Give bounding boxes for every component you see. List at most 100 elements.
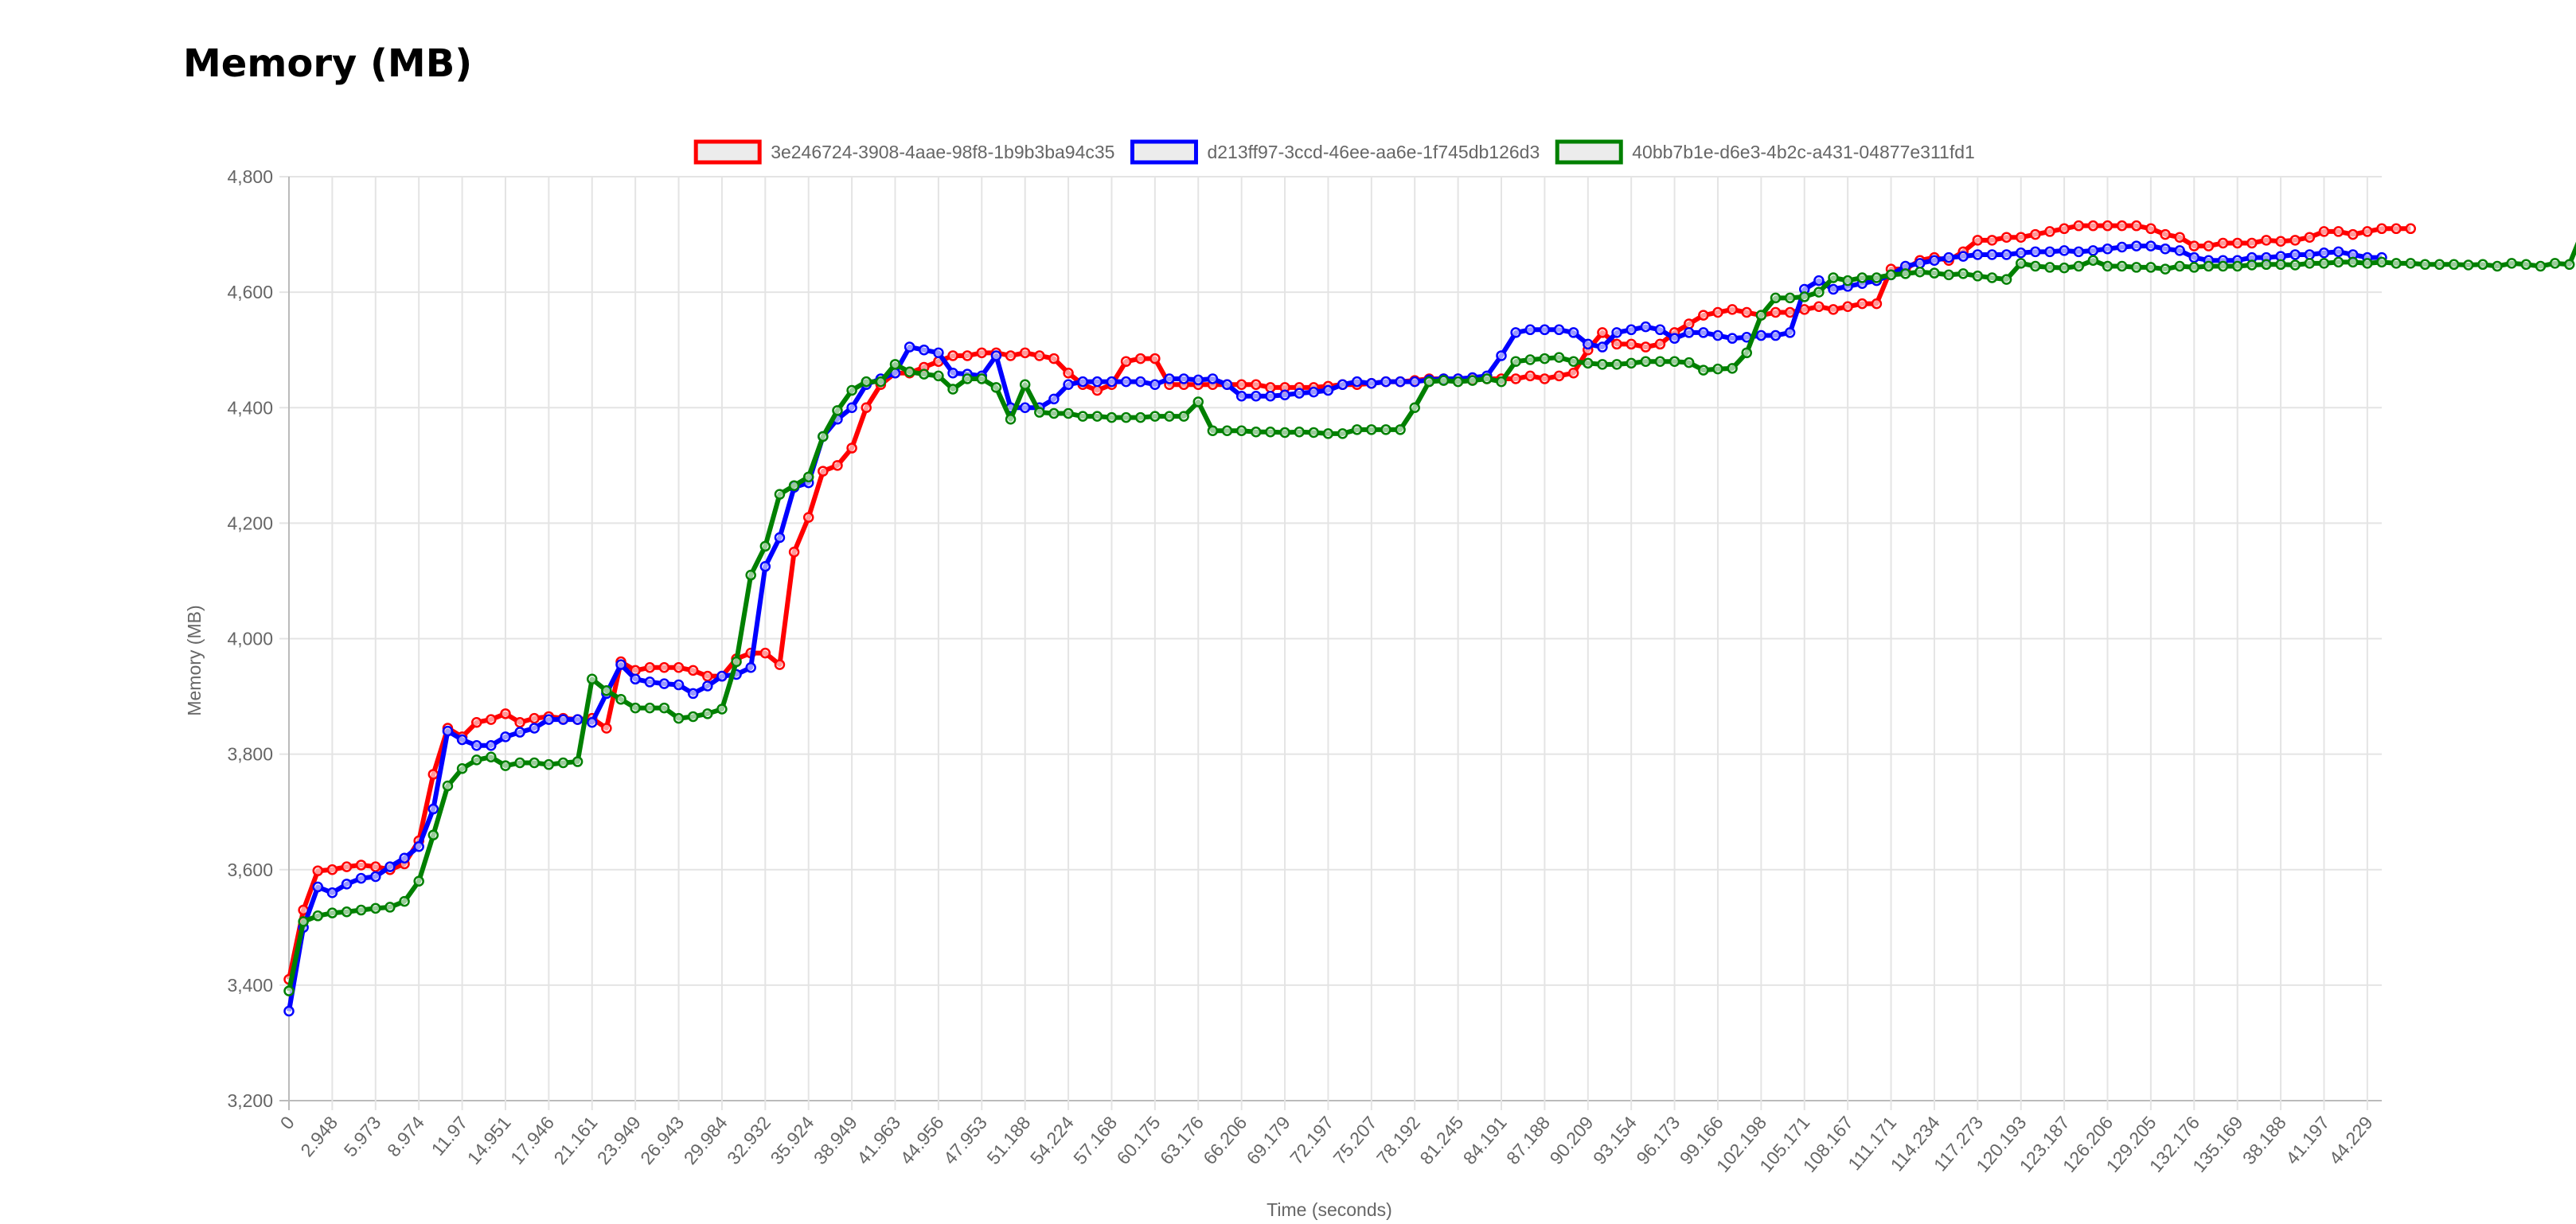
data-point bbox=[1626, 338, 1637, 350]
data-point bbox=[1755, 310, 1767, 321]
data-point bbox=[2044, 226, 2055, 237]
data-point bbox=[470, 754, 482, 766]
data-point bbox=[644, 676, 656, 688]
data-point bbox=[355, 860, 367, 871]
data-point bbox=[774, 532, 786, 544]
data-point bbox=[399, 852, 410, 863]
data-point bbox=[1597, 327, 1608, 338]
data-point bbox=[1120, 411, 1132, 423]
data-point bbox=[312, 910, 324, 922]
data-point bbox=[2563, 259, 2575, 271]
data-point bbox=[1741, 347, 1752, 359]
data-point bbox=[904, 366, 915, 378]
data-point bbox=[1510, 373, 1521, 384]
x-tick-label: 41.963 bbox=[853, 1113, 904, 1169]
x-tick-label: 38.949 bbox=[810, 1113, 861, 1169]
data-point bbox=[846, 442, 857, 454]
data-point bbox=[2145, 262, 2156, 273]
y-tick-label: 4,400 bbox=[227, 397, 273, 418]
x-tick-label: 32.932 bbox=[723, 1113, 775, 1169]
data-point bbox=[1986, 272, 1998, 283]
data-point bbox=[2203, 240, 2215, 251]
data-point bbox=[1597, 341, 1608, 353]
data-point bbox=[1091, 376, 1103, 388]
data-point bbox=[2289, 259, 2301, 271]
x-tick-label: 57.168 bbox=[1069, 1113, 1121, 1169]
data-point bbox=[702, 670, 713, 682]
data-point bbox=[2549, 258, 2561, 269]
data-point bbox=[1539, 373, 1551, 384]
data-point bbox=[630, 702, 641, 714]
legend: 3e246724-3908-4aae-98f8-1b9b3ba94c35 d213… bbox=[693, 139, 1975, 165]
data-point bbox=[687, 688, 699, 700]
data-point bbox=[1091, 384, 1103, 396]
data-point bbox=[1654, 356, 1666, 367]
data-point bbox=[529, 712, 540, 724]
data-point bbox=[1366, 424, 1377, 435]
data-point bbox=[1611, 359, 1622, 370]
data-point bbox=[2174, 245, 2185, 256]
data-point bbox=[990, 382, 1002, 393]
data-point bbox=[486, 751, 497, 763]
data-point bbox=[1813, 287, 1825, 298]
data-point bbox=[427, 769, 439, 780]
data-point bbox=[774, 659, 786, 670]
data-point bbox=[1409, 402, 1420, 413]
data-point bbox=[514, 727, 525, 738]
y-tick-label: 3,400 bbox=[227, 975, 273, 996]
x-tick-label: 63.176 bbox=[1156, 1113, 1208, 1169]
data-point bbox=[2376, 223, 2387, 235]
data-point bbox=[919, 344, 930, 356]
data-point bbox=[1972, 271, 1984, 282]
x-tick-label: 72.197 bbox=[1286, 1113, 1337, 1169]
data-point bbox=[2318, 226, 2330, 237]
data-point bbox=[1654, 338, 1666, 350]
data-point bbox=[2188, 262, 2200, 273]
data-point bbox=[514, 757, 525, 769]
data-point bbox=[1755, 329, 1767, 341]
data-point bbox=[2246, 237, 2258, 249]
data-point bbox=[1466, 375, 1478, 386]
data-point bbox=[500, 708, 511, 719]
data-point bbox=[2015, 248, 2027, 259]
data-point bbox=[788, 480, 800, 491]
data-point bbox=[1251, 379, 1262, 390]
data-point bbox=[2463, 259, 2474, 271]
data-point bbox=[774, 489, 786, 500]
data-point bbox=[1005, 414, 1017, 425]
data-point bbox=[2059, 262, 2070, 274]
x-tick-label: 26.943 bbox=[636, 1113, 688, 1169]
data-point bbox=[1149, 353, 1161, 364]
data-point bbox=[1727, 363, 1738, 374]
x-tick-label: 44.956 bbox=[896, 1113, 948, 1169]
data-point bbox=[673, 662, 685, 673]
x-tick-label: 14.951 bbox=[463, 1113, 515, 1169]
data-point bbox=[2087, 245, 2099, 256]
data-point bbox=[1770, 292, 1782, 304]
data-point bbox=[2174, 232, 2185, 243]
data-point bbox=[2304, 249, 2316, 260]
data-point bbox=[442, 725, 454, 737]
data-point bbox=[2506, 258, 2517, 269]
data-point bbox=[543, 714, 555, 725]
data-point bbox=[1019, 379, 1031, 390]
data-point bbox=[1683, 357, 1695, 368]
data-point bbox=[1106, 411, 1118, 423]
data-point bbox=[947, 350, 958, 361]
data-point bbox=[1235, 425, 1247, 437]
data-point bbox=[1683, 318, 1695, 329]
x-tick-label: 8.974 bbox=[383, 1112, 428, 1160]
data-point bbox=[2073, 220, 2084, 232]
data-point bbox=[2362, 258, 2373, 269]
data-point bbox=[341, 906, 353, 918]
x-tick-label: 21.161 bbox=[549, 1113, 601, 1169]
data-point bbox=[2073, 246, 2084, 258]
legend-item: 3e246724-3908-4aae-98f8-1b9b3ba94c35 bbox=[693, 139, 1114, 165]
data-point bbox=[1813, 301, 1825, 313]
data-point bbox=[1957, 251, 1969, 262]
x-tick-label: 81.245 bbox=[1415, 1113, 1467, 1169]
data-point bbox=[630, 673, 641, 685]
data-point bbox=[1972, 249, 1984, 260]
x-tick-label: 41.197 bbox=[2281, 1113, 2333, 1169]
